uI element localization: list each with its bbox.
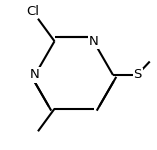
Text: N: N (89, 35, 98, 48)
Text: Cl: Cl (26, 6, 39, 18)
Text: S: S (134, 69, 142, 81)
Text: N: N (30, 69, 40, 81)
